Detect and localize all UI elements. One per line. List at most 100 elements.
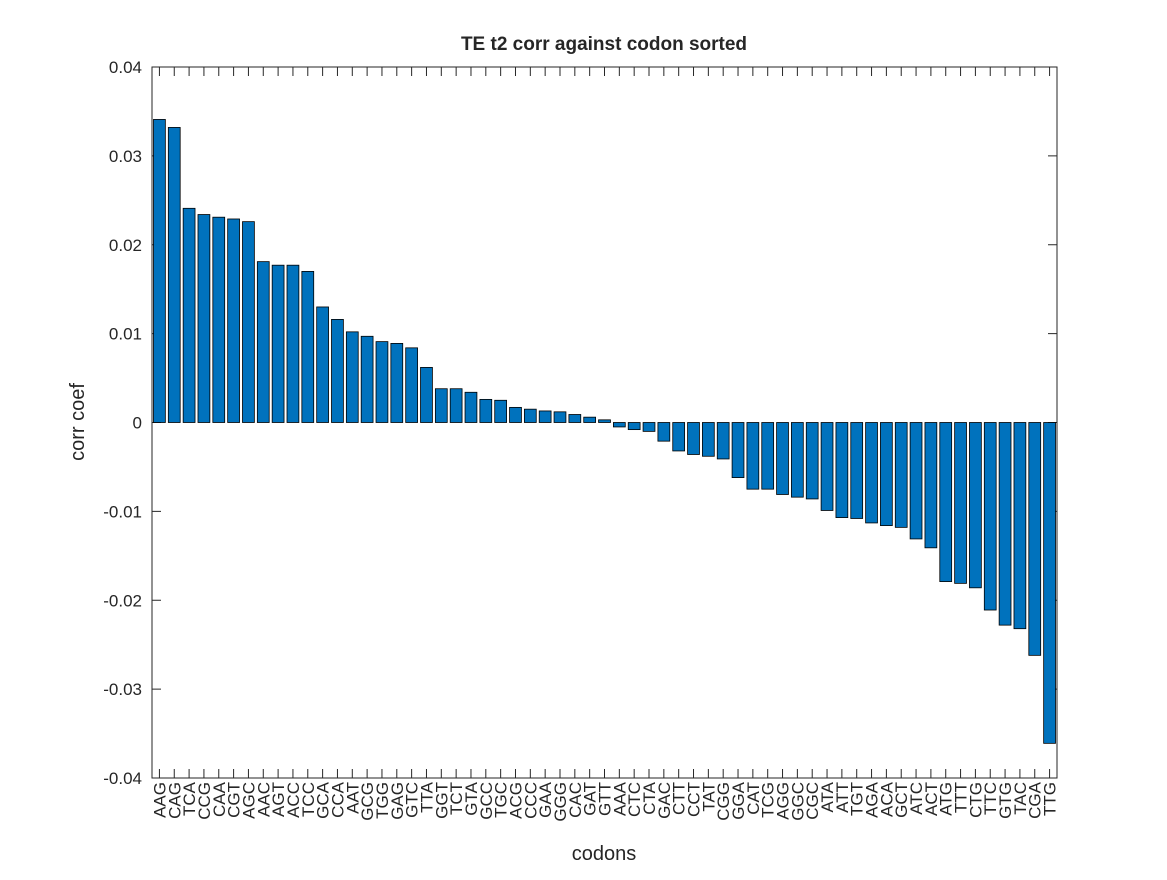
- x-tick-label: GAT: [581, 782, 600, 816]
- y-tick-label: 0.04: [109, 58, 142, 77]
- x-tick-label: CGC: [803, 782, 822, 820]
- y-tick-label: 0.01: [109, 325, 142, 344]
- bar: [553, 411, 567, 423]
- x-tick-label: CTT: [670, 782, 689, 815]
- x-tick-label: CCA: [328, 781, 347, 818]
- x-tick-label: GGG: [551, 782, 570, 822]
- bar: [627, 422, 641, 431]
- x-tick-label: GTC: [403, 782, 422, 818]
- bar: [390, 343, 404, 423]
- x-tick-label: TTA: [417, 781, 436, 813]
- x-tick-label: CTA: [640, 781, 659, 814]
- bar: [954, 422, 967, 584]
- x-axis-label: codons: [572, 843, 637, 865]
- x-tick-label: CGG: [714, 782, 733, 821]
- bar: [865, 422, 878, 524]
- x-tick-label: CCT: [685, 782, 704, 817]
- x-tick-label: GCA: [314, 781, 333, 819]
- y-tick-label: -0.02: [103, 591, 142, 610]
- bar: [197, 214, 211, 423]
- bar: [909, 422, 923, 540]
- x-tick-label: AAC: [254, 782, 273, 817]
- chart-title: TE t2 corr against codon sorted: [461, 34, 747, 55]
- x-tick-label: CTC: [625, 782, 644, 817]
- x-tick-label: CCC: [521, 782, 540, 819]
- bar: [642, 422, 656, 432]
- y-tick-label: -0.01: [103, 502, 142, 521]
- y-axis-label: corr coef: [67, 383, 89, 461]
- x-tick-label: TCT: [447, 782, 466, 815]
- x-tick-label: TGC: [492, 782, 511, 818]
- bar: [212, 216, 226, 423]
- x-tick-label: ATA: [818, 781, 837, 812]
- bar: [568, 414, 582, 423]
- x-tick-label: CAA: [210, 781, 229, 817]
- x-tick-label: TTT: [952, 782, 971, 813]
- bar: [939, 422, 953, 582]
- bar: [983, 422, 997, 611]
- bar: [761, 422, 775, 490]
- x-tick-label: ACG: [506, 782, 525, 819]
- bar: [331, 319, 344, 423]
- x-tick-label: TGG: [373, 782, 392, 819]
- bar: [672, 422, 686, 452]
- bar: [969, 422, 982, 589]
- bar: [375, 341, 389, 423]
- x-tick-label: AGC: [239, 782, 258, 819]
- bar: [227, 218, 240, 423]
- bar: [894, 422, 908, 528]
- x-tick-label: AAA: [610, 781, 629, 816]
- bar: [835, 422, 849, 518]
- x-tick-label: GCT: [892, 782, 911, 818]
- bar: [880, 422, 893, 526]
- y-tick-label: -0.03: [103, 680, 142, 699]
- x-tick-label: TTG: [1041, 782, 1060, 816]
- x-tick-label: GGC: [788, 782, 807, 821]
- bar: [805, 422, 819, 500]
- bar: [850, 422, 864, 519]
- bar: [167, 127, 181, 423]
- bar: [1013, 422, 1027, 630]
- x-tick-label: ATG: [937, 782, 956, 816]
- axes-box: [151, 66, 1058, 779]
- x-tick-label: AGG: [774, 782, 793, 820]
- bar: [776, 422, 789, 495]
- bar: [509, 406, 522, 423]
- x-tick-label: CAG: [165, 782, 184, 819]
- y-tick-label: -0.04: [103, 769, 142, 788]
- bar: [523, 408, 537, 423]
- bar: [286, 264, 300, 423]
- bar: [924, 422, 938, 549]
- x-tick-label: CTG: [966, 782, 985, 818]
- x-tick-label: TCA: [180, 781, 199, 816]
- x-tick-label: TAC: [1011, 782, 1030, 815]
- x-tick-label: CAT: [744, 782, 763, 815]
- x-tick-label: ATT: [833, 782, 852, 813]
- x-tick-label: GTG: [996, 782, 1015, 819]
- plot-area: -0.04 -0.03 -0.02 -0.01 0 0.01 0.02 0.03 0.04 AAG…: [103, 58, 1059, 822]
- x-tick-label: TAT: [699, 782, 718, 812]
- x-tick-label: GAG: [388, 782, 407, 820]
- bar: [746, 422, 760, 490]
- bar: [153, 119, 166, 423]
- bar: [613, 422, 626, 428]
- x-tick-label: GTA: [462, 781, 481, 815]
- bar: [1043, 422, 1056, 744]
- x-tick-label: ACA: [877, 781, 896, 817]
- x-tick-label: TTC: [981, 782, 1000, 815]
- bar: [791, 422, 804, 498]
- bar: [820, 422, 834, 511]
- x-tick-label: CGA: [1026, 781, 1045, 819]
- x-tick-label: CGT: [225, 782, 244, 818]
- bar: [360, 335, 374, 423]
- bar: [687, 422, 700, 455]
- bar: [716, 422, 730, 460]
- y-tick-label: 0: [133, 414, 142, 433]
- x-tick-label: AAT: [343, 782, 362, 814]
- bar: [598, 419, 611, 423]
- bar: [657, 422, 671, 442]
- x-tick-label: TGT: [848, 782, 867, 816]
- bar: [242, 221, 255, 423]
